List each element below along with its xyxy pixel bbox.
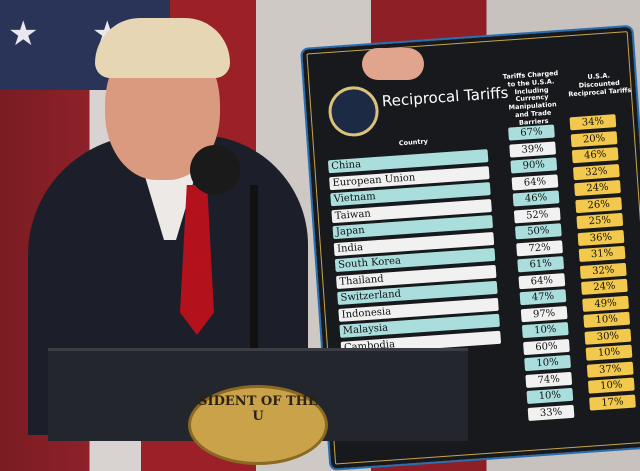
header-country: Country bbox=[398, 137, 429, 148]
charged-cell: 74% bbox=[525, 371, 573, 388]
discounted-cell: 24% bbox=[574, 180, 621, 197]
discounted-cell: 20% bbox=[570, 130, 618, 147]
charged-cell: 50% bbox=[514, 223, 562, 240]
mic-stand bbox=[250, 185, 258, 355]
discounted-cell: 17% bbox=[589, 393, 636, 411]
charged-cell: 67% bbox=[508, 124, 555, 141]
header-discounted: U.S.A. Discounted Reciprocal Tariffs bbox=[568, 71, 632, 98]
discounted-cell: 46% bbox=[571, 147, 619, 164]
discounted-cell: 24% bbox=[581, 278, 628, 295]
star-icon: ★ bbox=[8, 14, 39, 54]
speaker-hair bbox=[95, 18, 230, 78]
charged-cell: 60% bbox=[523, 338, 570, 355]
charged-cell: 72% bbox=[516, 239, 563, 256]
charged-cell: 10% bbox=[526, 387, 574, 405]
discounted-cell: 34% bbox=[569, 114, 617, 131]
presidential-seal-icon bbox=[326, 84, 381, 139]
board-title: Reciprocal Tariffs bbox=[381, 83, 509, 111]
discounted-cell: 30% bbox=[584, 328, 632, 345]
charged-cell: 64% bbox=[511, 173, 559, 191]
charged-cell: 47% bbox=[519, 289, 567, 306]
podium-seal: SIDENT OF THE U bbox=[188, 385, 328, 465]
discounted-cell: 37% bbox=[586, 361, 634, 378]
discounted-cell: 36% bbox=[577, 229, 625, 246]
discounted-cell: 32% bbox=[572, 163, 620, 180]
hand bbox=[362, 48, 424, 80]
discounted-cell: 49% bbox=[582, 295, 629, 312]
charged-cell: 46% bbox=[512, 190, 560, 207]
discounted-cell: 10% bbox=[587, 377, 635, 394]
discounted-cell: 31% bbox=[578, 245, 626, 263]
discounted-cell: 25% bbox=[576, 212, 624, 230]
discounted-cell: 10% bbox=[585, 344, 633, 361]
charged-cell: 64% bbox=[518, 272, 566, 289]
charged-cell: 33% bbox=[527, 404, 575, 421]
charged-cell: 61% bbox=[517, 256, 565, 273]
discounted-cell: 32% bbox=[579, 262, 627, 279]
microphone-icon bbox=[190, 145, 240, 195]
charged-cell: 39% bbox=[509, 140, 557, 158]
red-tie bbox=[180, 185, 214, 335]
charged-cell: 97% bbox=[520, 305, 568, 322]
charged-cell: 52% bbox=[513, 206, 561, 223]
charged-cell: 10% bbox=[524, 354, 571, 372]
discounted-cell: 10% bbox=[583, 311, 631, 328]
charged-cell: 10% bbox=[521, 321, 569, 339]
header-charged: Tariffs Charged to the U.S.A. Including … bbox=[502, 69, 559, 127]
discounted-cell: 26% bbox=[575, 196, 623, 213]
charged-cell: 90% bbox=[510, 157, 558, 174]
